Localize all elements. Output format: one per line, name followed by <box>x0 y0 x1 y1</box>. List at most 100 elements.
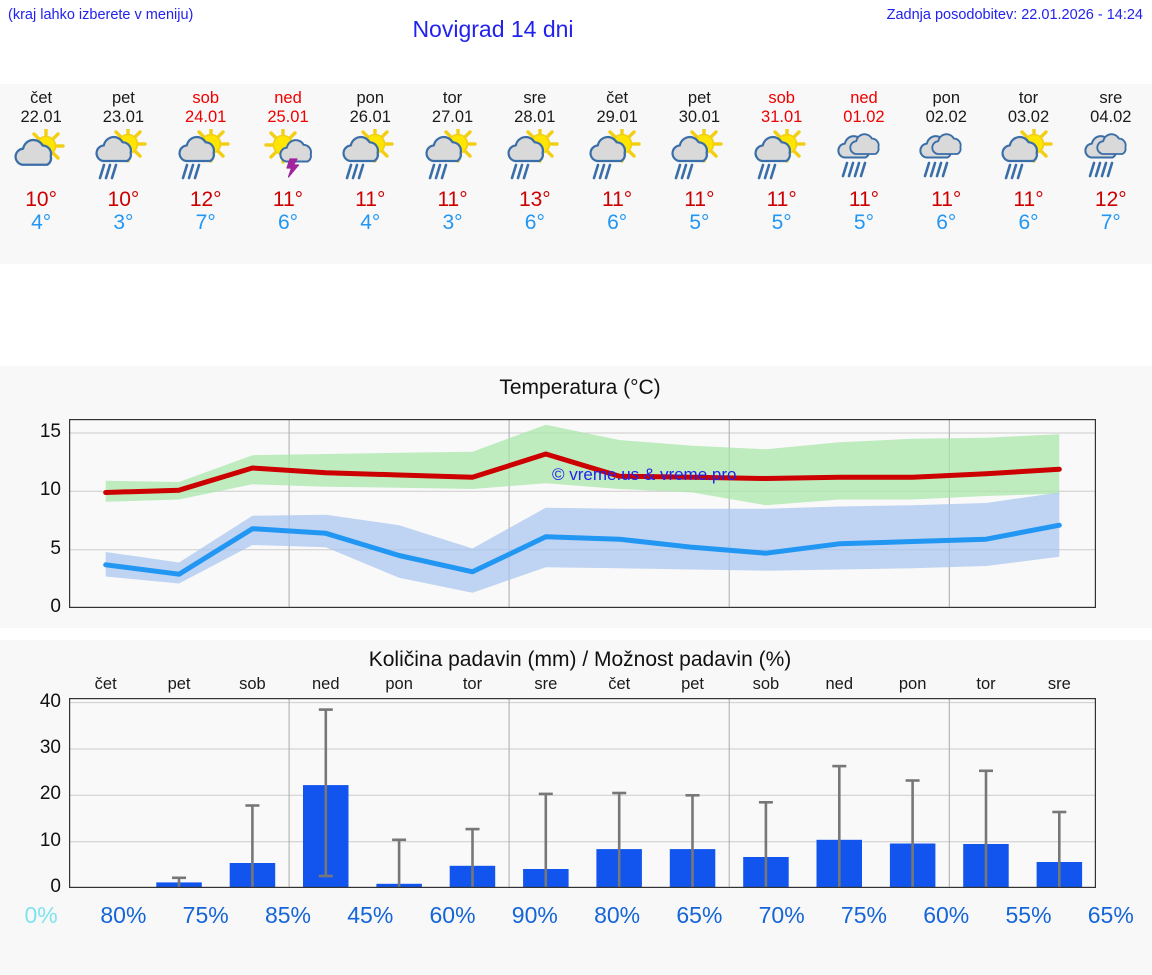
day-date-label: 04.02 <box>1090 108 1132 126</box>
precipitation-day-label: tor <box>976 675 996 693</box>
precipitation-y-tick-label: 30 <box>39 736 61 758</box>
temperature-y-tick-label: 10 <box>39 479 61 501</box>
day-date-label: 23.01 <box>102 108 145 126</box>
day-forecast-column[interactable]: sre 28.01 13° 6° <box>494 84 576 264</box>
precipitation-probability-label: 75% <box>840 902 887 928</box>
day-forecast-column[interactable]: pon 26.01 11° 4° <box>329 84 411 264</box>
precipitation-day-label: pon <box>898 675 927 693</box>
precipitation-day-label: pet <box>681 675 705 693</box>
day-date-label: 01.02 <box>843 108 885 126</box>
day-of-week-label: sre <box>523 89 547 107</box>
precipitation-day-label: pon <box>385 675 413 693</box>
precipitation-day-label: čet <box>608 675 631 693</box>
day-min-temperature: 7° <box>195 211 216 234</box>
precipitation-probability-label: 65% <box>1087 902 1134 928</box>
temperature-chart: Temperatura (°C) 0 5 10 15 © vreme.us & vre… <box>0 366 1152 628</box>
precipitation-probability-label: 0% <box>24 902 58 928</box>
day-forecast-column[interactable]: pet 23.01 10° 3° <box>82 84 164 264</box>
precipitation-probability-label: 45% <box>347 902 394 928</box>
day-max-temperature: 11° <box>602 188 633 211</box>
precipitation-probability-label: 80% <box>594 902 641 928</box>
day-forecast-column[interactable]: sob 24.01 12° 7° <box>165 84 247 264</box>
precipitation-probability-label: 70% <box>758 902 805 928</box>
precipitation-day-label: sob <box>239 675 266 693</box>
day-forecast-column[interactable]: tor 27.01 11° 3° <box>411 84 493 264</box>
day-of-week-label: pon <box>932 89 960 107</box>
day-min-temperature: 7° <box>1100 211 1121 234</box>
precipitation-day-label: pet <box>167 675 191 693</box>
daily-forecast-strip: čet 22.01 10° 4° pet 23.01 10° 3° sob 24.01 12° 7° n… <box>0 84 1152 264</box>
cloud-rain-icon <box>905 129 987 185</box>
day-min-temperature: 5° <box>771 211 792 234</box>
precipitation-day-label: čet <box>94 675 117 693</box>
day-max-temperature: 11° <box>931 188 962 211</box>
day-max-temperature: 13° <box>518 188 551 211</box>
cloud-rain-icon <box>823 129 905 185</box>
day-min-temperature: 4° <box>31 211 52 234</box>
day-date-label: 22.01 <box>20 108 62 126</box>
day-max-temperature: 12° <box>189 188 222 211</box>
sun-cloud-rain-icon <box>329 129 411 185</box>
precipitation-probability-label: 85% <box>264 902 311 928</box>
precipitation-day-label: ned <box>825 675 854 693</box>
day-of-week-label: pet <box>687 89 711 107</box>
day-of-week-label: sob <box>192 89 219 107</box>
day-forecast-column[interactable]: ned 01.02 11° 5° <box>823 84 905 264</box>
day-of-week-label: ned <box>850 89 878 107</box>
menu-hint-link[interactable]: (kraj lahko izberete v meniju) <box>8 7 194 23</box>
precipitation-day-label: sre <box>1047 675 1071 693</box>
precipitation-probability-label: 75% <box>182 902 229 928</box>
page-title: Novigrad 14 dni <box>412 16 574 42</box>
day-forecast-column[interactable]: tor 03.02 11° 6° <box>987 84 1069 264</box>
precipitation-probability-label: 90% <box>511 902 558 928</box>
day-min-temperature: 5° <box>853 211 874 234</box>
day-date-label: 24.01 <box>185 108 227 126</box>
day-date-label: 31.01 <box>761 108 803 126</box>
day-max-temperature: 11° <box>848 188 880 211</box>
cloud-rain-icon <box>1070 129 1152 185</box>
day-forecast-column[interactable]: pet 30.01 11° 5° <box>658 84 740 264</box>
precipitation-probability-label: 80% <box>100 902 147 928</box>
day-date-label: 29.01 <box>596 108 638 126</box>
day-max-temperature: 11° <box>355 188 386 211</box>
day-max-temperature: 11° <box>437 188 468 211</box>
precipitation-probability-label: 55% <box>1005 902 1052 928</box>
day-date-label: 25.01 <box>267 108 309 126</box>
precipitation-chart: Količina padavin (mm) / Možnost padavin … <box>0 640 1152 975</box>
sun-cloud-rain-icon <box>165 129 247 185</box>
precipitation-probability-label: 60% <box>429 902 476 928</box>
temperature-plot-area: © vreme.us & vreme.pro <box>69 419 1096 608</box>
precipitation-y-tick-label: 0 <box>50 876 61 897</box>
day-forecast-column[interactable]: pon 02.02 11° 6° <box>905 84 987 264</box>
sun-cloud-rain-icon <box>987 129 1069 185</box>
precipitation-y-tick-label: 10 <box>39 829 61 851</box>
precipitation-probability-label: 65% <box>676 902 723 928</box>
svg-text:© vreme.us & vreme.pro: © vreme.us & vreme.pro <box>552 465 736 484</box>
day-of-week-label: ned <box>274 89 302 107</box>
day-min-temperature: 6° <box>524 211 545 234</box>
day-min-temperature: 6° <box>936 211 957 234</box>
day-min-temperature: 6° <box>1018 211 1039 234</box>
temperature-chart-title: Temperatura (°C) <box>499 376 661 399</box>
sun-cloud-thunder-icon <box>247 129 329 185</box>
precipitation-chart-title: Količina padavin (mm) / Možnost padavin … <box>368 648 792 671</box>
day-of-week-label: čet <box>30 89 53 107</box>
day-forecast-column[interactable]: sre 04.02 12° 7° <box>1070 84 1152 264</box>
day-forecast-column[interactable]: čet 29.01 11° 6° <box>576 84 658 264</box>
precipitation-day-label: sob <box>752 675 780 693</box>
precipitation-y-tick-label: 40 <box>39 690 61 712</box>
day-forecast-column[interactable]: ned 25.01 11° 6° <box>247 84 329 264</box>
day-forecast-column[interactable]: čet 22.01 10° 4° <box>0 84 82 264</box>
top-bar: (kraj lahko izberete v meniju) Novigrad … <box>0 0 1152 60</box>
day-max-temperature: 10° <box>25 188 58 211</box>
sun-cloud-rain-icon <box>576 129 658 185</box>
precipitation-probability-row: 0% 80% 75% 85% 45% 60% 90% 80% 65% 70% 75% 60% 55% 65… <box>0 902 1152 936</box>
precipitation-probability-label: 60% <box>923 902 970 928</box>
day-forecast-column[interactable]: sob 31.01 11° 5° <box>741 84 823 264</box>
temperature-y-tick-label: 15 <box>39 421 61 442</box>
day-max-temperature: 11° <box>272 188 304 211</box>
sun-cloud-rain-icon <box>411 129 493 185</box>
day-max-temperature: 12° <box>1094 188 1127 211</box>
day-min-temperature: 6° <box>607 211 628 234</box>
temperature-y-tick-label: 0 <box>50 596 61 617</box>
